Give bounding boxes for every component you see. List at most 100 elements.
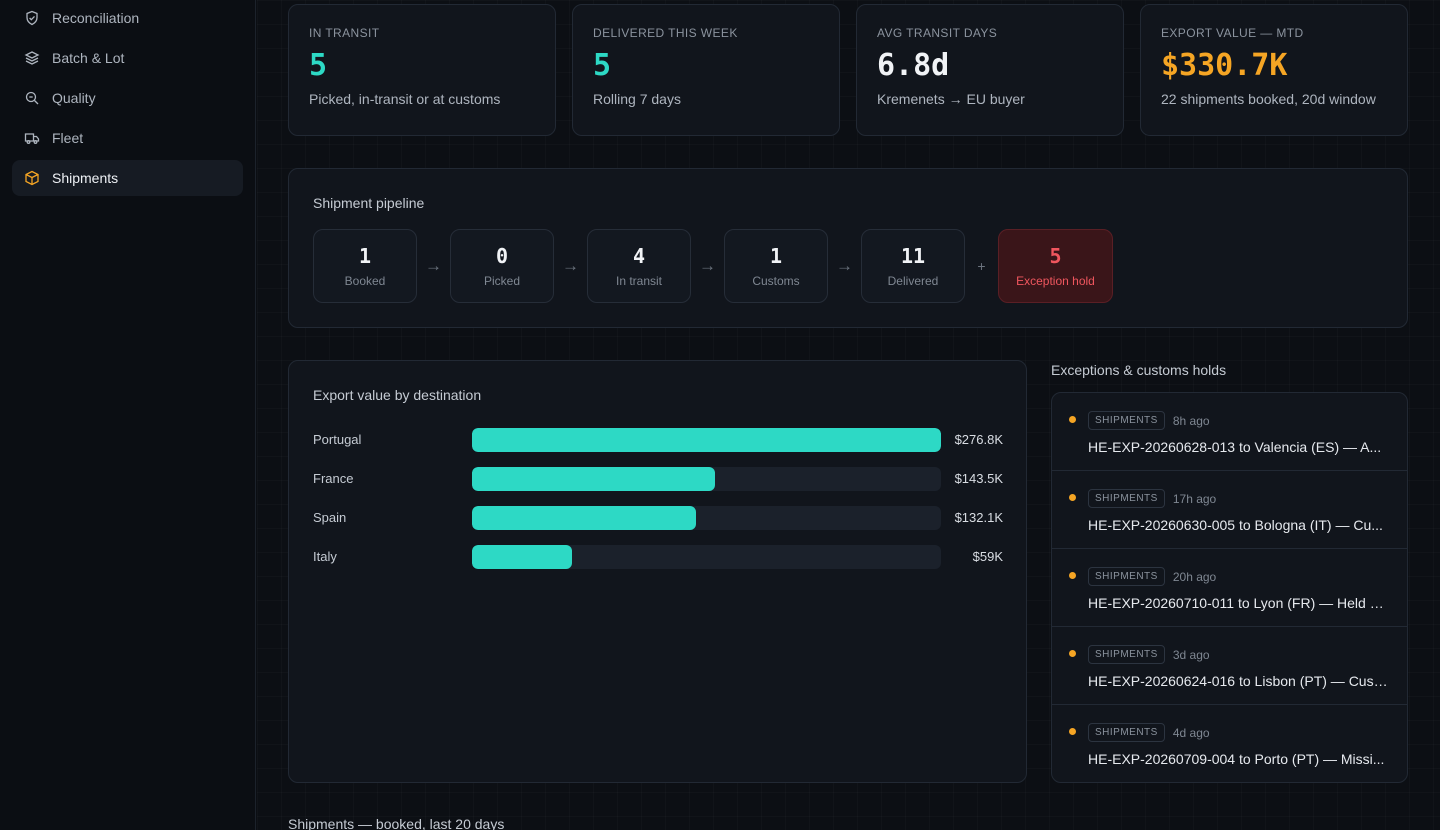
exception-item[interactable]: SHIPMENTS 17h ago HE-EXP-20260630-005 to…: [1052, 471, 1407, 549]
bar-track: [472, 506, 941, 530]
stage-count: 4: [632, 244, 646, 268]
bar-value-label: $276.8K: [954, 432, 1003, 447]
category-tag: SHIPMENTS: [1088, 567, 1165, 586]
timestamp: 20h ago: [1172, 569, 1217, 584]
shield-check-icon: [26, 10, 38, 26]
timestamp: 4d ago: [1172, 725, 1210, 740]
category-tag: SHIPMENTS: [1088, 489, 1165, 508]
kpi-card-avg-transit-days: AVG TRANSIT DAYS 6.8d Kremenets → EU buy…: [856, 4, 1124, 136]
kpi-value: 5: [593, 48, 612, 83]
arrow-right-icon: →: [836, 256, 853, 275]
exceptions-list: SHIPMENTS 8h ago HE-EXP-20260628-013 to …: [1051, 392, 1408, 783]
pipeline-stages: 1 Booked → 0 Picked → 4 In transit → 1 C…: [313, 229, 1383, 303]
arrow-right-icon: →: [699, 256, 716, 275]
warning-dot-icon: [1069, 416, 1076, 423]
pipeline-title: Shipment pipeline: [313, 195, 425, 211]
exception-item[interactable]: SHIPMENTS 4d ago HE-EXP-20260709-004 to …: [1052, 705, 1407, 782]
warning-dot-icon: [1069, 728, 1076, 735]
exception-text: HE-EXP-20260710-011 to Lyon (FR) — Held …: [1088, 595, 1389, 611]
bar-value-label: $59K: [972, 549, 1003, 564]
exception-item[interactable]: SHIPMENTS 3d ago HE-EXP-20260624-016 to …: [1052, 627, 1407, 705]
stage-name: Booked: [344, 274, 386, 288]
bar-row-france: France $143.5K: [313, 467, 1003, 491]
kpi-subtext: Picked, in-transit or at customs: [309, 91, 501, 107]
bar-category-label: Portugal: [313, 432, 362, 447]
bar-track: [472, 545, 941, 569]
timestamp: 8h ago: [1172, 413, 1210, 428]
sidebar-item-batch-lot[interactable]: Batch & Lot: [12, 40, 243, 76]
stage-customs[interactable]: 1 Customs: [724, 229, 828, 303]
search-magnify-icon: [25, 91, 39, 105]
warning-dot-icon: [1069, 650, 1076, 657]
shipments-booked-section-title: Shipments — booked, last 20 days: [288, 816, 505, 830]
stage-name: Picked: [483, 274, 521, 288]
kpi-card-export-value-mtd: EXPORT VALUE — MTD $330.7K 22 shipments …: [1140, 4, 1408, 136]
warning-dot-icon: [1069, 494, 1076, 501]
bar-value-label: $132.1K: [954, 510, 1003, 525]
bar-category-label: Italy: [313, 549, 337, 564]
category-tag: SHIPMENTS: [1088, 411, 1165, 430]
stage-count: 1: [769, 244, 783, 268]
timestamp: 3d ago: [1172, 647, 1210, 662]
bar-track: [472, 467, 941, 491]
stage-booked[interactable]: 1 Booked: [313, 229, 417, 303]
bar-category-label: France: [313, 471, 354, 486]
bar-row-italy: Italy $59K: [313, 545, 1003, 569]
exception-text: HE-EXP-20260628-013 to Valencia (ES) — A…: [1088, 439, 1382, 455]
stage-exception-hold[interactable]: 5 Exception hold: [998, 229, 1113, 303]
layers-icon: [24, 51, 40, 65]
sidebar-item-label: Fleet: [52, 130, 84, 146]
stage-name: Customs: [752, 274, 800, 288]
timestamp: 17h ago: [1172, 491, 1217, 506]
bar[interactable]: [472, 506, 696, 530]
category-tag: SHIPMENTS: [1088, 645, 1165, 664]
arrow-right-icon: →: [562, 256, 579, 275]
stage-delivered[interactable]: 11 Delivered: [861, 229, 965, 303]
bar-value-label: $143.5K: [954, 471, 1003, 486]
warning-dot-icon: [1069, 572, 1076, 579]
sidebar-item-fleet[interactable]: Fleet: [12, 120, 243, 156]
stage-in-transit[interactable]: 4 In transit: [587, 229, 691, 303]
sidebar-item-shipments[interactable]: Shipments: [12, 160, 243, 196]
kpi-card-delivered-this-week: DELIVERED THIS WEEK 5 Rolling 7 days: [572, 4, 840, 136]
exception-text: HE-EXP-20260630-005 to Bologna (IT) — Cu…: [1088, 517, 1383, 533]
stage-picked[interactable]: 0 Picked: [450, 229, 554, 303]
sidebar-item-label: Shipments: [52, 170, 119, 186]
category-tag: SHIPMENTS: [1088, 723, 1165, 742]
exception-text: HE-EXP-20260624-016 to Lisbon (PT) — Cus…: [1088, 673, 1389, 689]
exceptions-title: Exceptions & customs holds: [1051, 362, 1227, 378]
bar[interactable]: [472, 467, 716, 491]
truck-icon: [24, 133, 40, 144]
stage-count: 0: [495, 244, 509, 268]
stage-count: 11: [900, 244, 926, 268]
stage-name: Delivered: [887, 274, 939, 288]
kpi-value: 5: [309, 48, 328, 83]
sidebar-item-label: Quality: [52, 90, 96, 106]
plus-separator: +: [977, 258, 986, 274]
stage-name: Exception hold: [1016, 274, 1095, 288]
bar-track: [472, 428, 941, 452]
box-icon: [25, 170, 39, 186]
bar[interactable]: [472, 545, 572, 569]
main-content: IN TRANSIT 5 Picked, in-transit or at cu…: [257, 0, 1440, 830]
sidebar-item-quality[interactable]: Quality: [12, 80, 243, 116]
exception-item[interactable]: SHIPMENTS 8h ago HE-EXP-20260628-013 to …: [1052, 393, 1407, 471]
sidebar-item-reconciliation[interactable]: Reconciliation: [12, 0, 243, 36]
sidebar-item-label: Reconciliation: [52, 10, 140, 26]
kpi-card-in-transit: IN TRANSIT 5 Picked, in-transit or at cu…: [288, 4, 556, 136]
bar-row-portugal: Portugal $276.8K: [313, 428, 1003, 452]
sidebar-item-label: Batch & Lot: [52, 50, 125, 66]
stage-count: 5: [1049, 244, 1062, 268]
kpi-value: 6.8d: [877, 48, 950, 83]
stage-count: 1: [358, 244, 372, 268]
bar-row-spain: Spain $132.1K: [313, 506, 1003, 530]
kpi-label: EXPORT VALUE — MTD: [1161, 26, 1304, 40]
exception-text: HE-EXP-20260709-004 to Porto (PT) — Miss…: [1088, 751, 1385, 767]
kpi-label: AVG TRANSIT DAYS: [877, 26, 998, 40]
shipment-pipeline: Shipment pipeline 1 Booked → 0 Picked → …: [288, 168, 1408, 328]
bar[interactable]: [472, 428, 941, 452]
arrow-right-icon: →: [425, 256, 442, 275]
exception-item[interactable]: SHIPMENTS 20h ago HE-EXP-20260710-011 to…: [1052, 549, 1407, 627]
bar-category-label: Spain: [313, 510, 347, 525]
kpi-label: DELIVERED THIS WEEK: [593, 26, 738, 40]
